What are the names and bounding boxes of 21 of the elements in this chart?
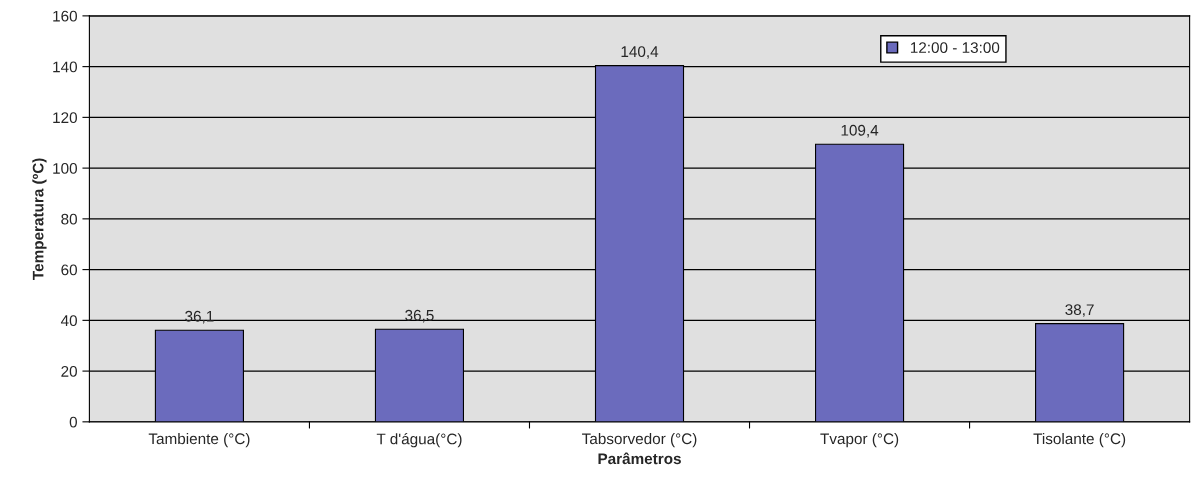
x-tick-label: T d'água(°C) [376, 432, 462, 448]
data-label: 38,7 [1065, 304, 1094, 317]
x-tick-label: Tambiente (°C) [148, 432, 250, 448]
data-label: 36,5 [405, 309, 434, 323]
y-tick-label: 40 [60, 315, 77, 327]
y-tick-label: 20 [61, 365, 77, 377]
y-tick-label: 0 [69, 416, 77, 428]
y-tick-label: 140 [53, 61, 77, 73]
y-tick-label: 60 [61, 264, 77, 276]
y-tick-label: 160 [53, 10, 77, 22]
y-tick-label: 80 [61, 213, 77, 225]
data-label: 140,4 [621, 46, 659, 59]
x-tick-label: Tvapor (°C) [820, 432, 899, 448]
y-axis-title: Temperatura (ºC) [32, 158, 47, 280]
x-tick-label: Tisolante (°C) [1033, 432, 1126, 448]
y-tick-label: 100 [53, 162, 77, 174]
x-tick-label: Tabsorvedor (°C) [582, 432, 697, 448]
y-tick-label: 120 [53, 112, 77, 124]
x-axis-title: Parâmetros [598, 452, 681, 465]
legend-label: 12:00 - 13:00 [910, 42, 1000, 54]
data-label: 109,4 [841, 124, 879, 138]
